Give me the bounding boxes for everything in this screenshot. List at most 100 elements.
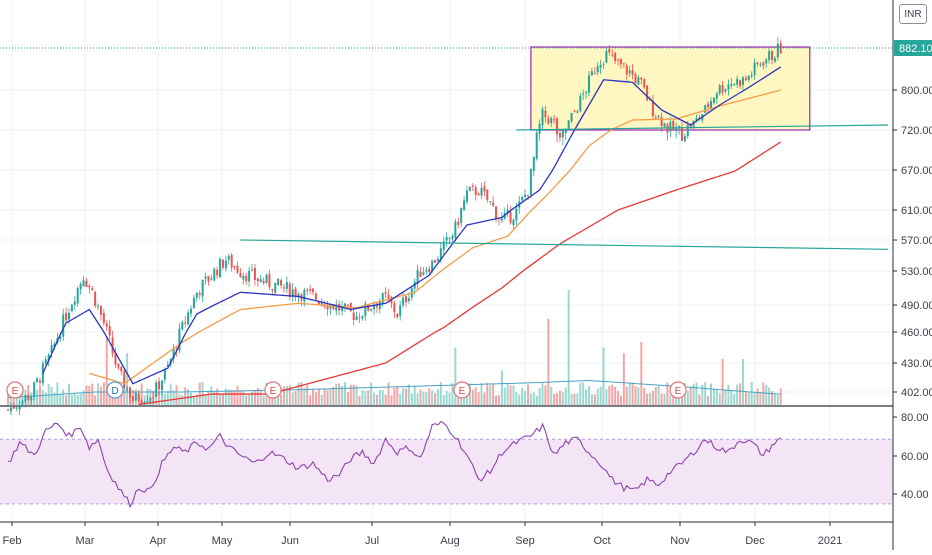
- candle-body: [143, 401, 146, 404]
- candle-body: [771, 50, 774, 60]
- volume-bar: [762, 382, 765, 405]
- candle-body: [117, 363, 120, 368]
- candle-body: [672, 120, 675, 130]
- candle-body: [692, 121, 695, 129]
- candle-body: [152, 397, 155, 399]
- volume-bar: [175, 385, 178, 405]
- candle-body: [448, 237, 451, 239]
- volume-bar: [561, 392, 564, 405]
- currency-label[interactable]: INR: [899, 4, 927, 24]
- candle-body: [492, 202, 495, 206]
- volume-bar: [91, 383, 94, 405]
- candle-body: [236, 265, 239, 273]
- candle-body: [486, 189, 489, 200]
- candle-body: [422, 272, 425, 275]
- volume-bar: [390, 395, 393, 405]
- volume-bar: [224, 388, 227, 405]
- candle-body: [352, 312, 355, 321]
- candle-body: [402, 297, 405, 306]
- volume-bar: [509, 385, 512, 405]
- volume-bar: [599, 386, 602, 405]
- candle-body: [88, 285, 91, 288]
- candle-body: [97, 305, 100, 307]
- candle-body: [399, 305, 402, 316]
- candle-body: [710, 101, 713, 108]
- volume-bar: [404, 388, 407, 405]
- candle-body: [253, 267, 256, 280]
- candle-body: [265, 274, 268, 283]
- volume-bar: [192, 395, 195, 405]
- candle-body: [245, 275, 248, 282]
- ema-fast-line: [42, 66, 782, 385]
- volume-bar: [582, 382, 585, 405]
- candle-body: [509, 211, 512, 223]
- range-box-group: [530, 46, 811, 131]
- candle-body: [556, 118, 559, 135]
- volume-bar: [349, 384, 352, 405]
- candle-body: [131, 396, 134, 401]
- candle-body: [721, 85, 724, 93]
- volume-bar: [294, 391, 297, 405]
- candle-body: [251, 269, 254, 271]
- volume-bar: [445, 390, 448, 405]
- candle-body: [707, 103, 710, 108]
- candle-body: [460, 207, 463, 223]
- candle-body: [280, 280, 283, 286]
- event-marker-label: D: [111, 386, 118, 397]
- candle-body: [303, 290, 306, 302]
- candle-body: [643, 79, 646, 88]
- volume-bar: [564, 387, 567, 405]
- candle-body: [483, 186, 486, 192]
- volume-bar: [538, 388, 541, 405]
- ema-slow-line: [138, 141, 782, 406]
- candle-body: [683, 135, 686, 142]
- candle-body: [160, 380, 163, 390]
- volume-bar: [317, 389, 320, 405]
- event-marker-label: E: [459, 386, 466, 397]
- candle-body: [759, 63, 762, 65]
- volume-bar: [779, 388, 782, 405]
- volume-bar: [570, 393, 573, 405]
- volume-bar: [378, 389, 381, 405]
- price-tick-label: 800.00: [901, 85, 932, 97]
- volume-bar: [309, 395, 312, 405]
- volume-bar: [573, 393, 576, 405]
- volume-bar: [262, 395, 265, 405]
- candle-body: [550, 117, 553, 123]
- candle-body: [768, 51, 771, 61]
- volume-bar: [85, 385, 88, 405]
- candle-body: [599, 64, 602, 68]
- candle-body: [134, 392, 137, 401]
- rsi-line: [7, 420, 781, 509]
- volume-bar: [160, 387, 163, 405]
- volume-bar: [596, 388, 599, 405]
- volume-bar: [413, 385, 416, 405]
- candle-body: [567, 120, 570, 129]
- volume-bar: [451, 383, 454, 405]
- rsi-tick-label: 80.00: [901, 412, 929, 424]
- candle-body: [373, 305, 376, 310]
- time-tick-label: Aug: [440, 535, 460, 547]
- rsi-tick-label: 60.00: [901, 451, 929, 463]
- volume-bar: [70, 394, 73, 405]
- candle-body: [187, 312, 190, 325]
- volume-bar: [242, 391, 245, 405]
- candle-body: [50, 345, 53, 353]
- candle-body: [172, 347, 175, 359]
- candle-body: [741, 77, 744, 85]
- volume-bar: [524, 390, 527, 405]
- volume-bar: [637, 387, 640, 405]
- candle-body: [7, 409, 9, 411]
- candle-body: [736, 78, 739, 85]
- volume-bar: [140, 383, 143, 405]
- candle-body: [361, 316, 364, 319]
- candle-body: [529, 168, 532, 195]
- candle-body: [436, 258, 439, 262]
- volume-bar: [497, 395, 500, 405]
- candle-body: [358, 317, 361, 319]
- candle-body: [12, 406, 15, 409]
- volume-bar: [248, 394, 251, 405]
- candle-body: [306, 289, 309, 291]
- candle-body: [38, 380, 41, 383]
- volume-bar: [207, 390, 210, 405]
